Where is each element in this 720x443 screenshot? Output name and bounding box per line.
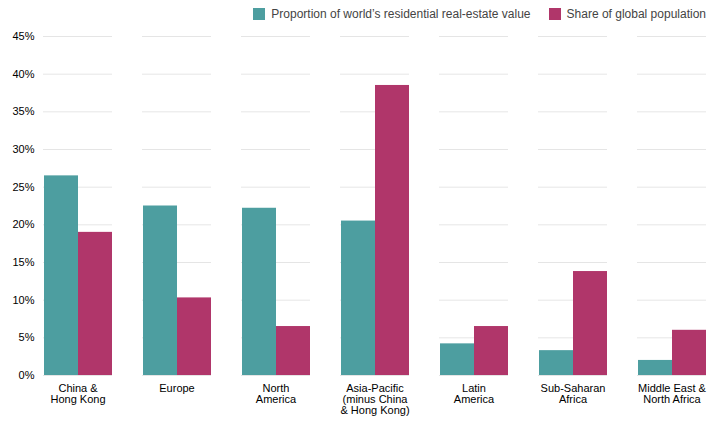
svg-text:40%: 40% — [12, 68, 34, 80]
html-text:Share of global population: Share of global population — [566, 7, 706, 21]
svg-text:20%: 20% — [12, 218, 34, 230]
svg-text:China &Hong Kong: China &Hong Kong — [50, 382, 105, 405]
svg-text:Asia-Pacific(minus China& Hong: Asia-Pacific(minus China& Hong Kong) — [340, 382, 409, 416]
svg-text:35%: 35% — [12, 105, 34, 117]
svg-text:LatinAmerica: LatinAmerica — [454, 382, 495, 405]
svg-text:0%: 0% — [19, 369, 35, 381]
html-text:Proportion of world’s resident: Proportion of world’s residential real-e… — [271, 7, 531, 21]
svg-text:5%: 5% — [19, 331, 35, 343]
svg-text:Europe: Europe — [159, 382, 194, 394]
svg-text:45%: 45% — [12, 30, 34, 42]
svg-text:Middle East &North Africa: Middle East &North Africa — [638, 382, 707, 405]
svg-text:30%: 30% — [12, 143, 34, 155]
svg-text:Sub-SaharanAfrica: Sub-SaharanAfrica — [541, 382, 606, 405]
svg-text:25%: 25% — [12, 181, 34, 193]
svg-text:NorthAmerica: NorthAmerica — [256, 382, 297, 405]
svg-text:10%: 10% — [12, 294, 34, 306]
svg-text:15%: 15% — [12, 256, 34, 268]
